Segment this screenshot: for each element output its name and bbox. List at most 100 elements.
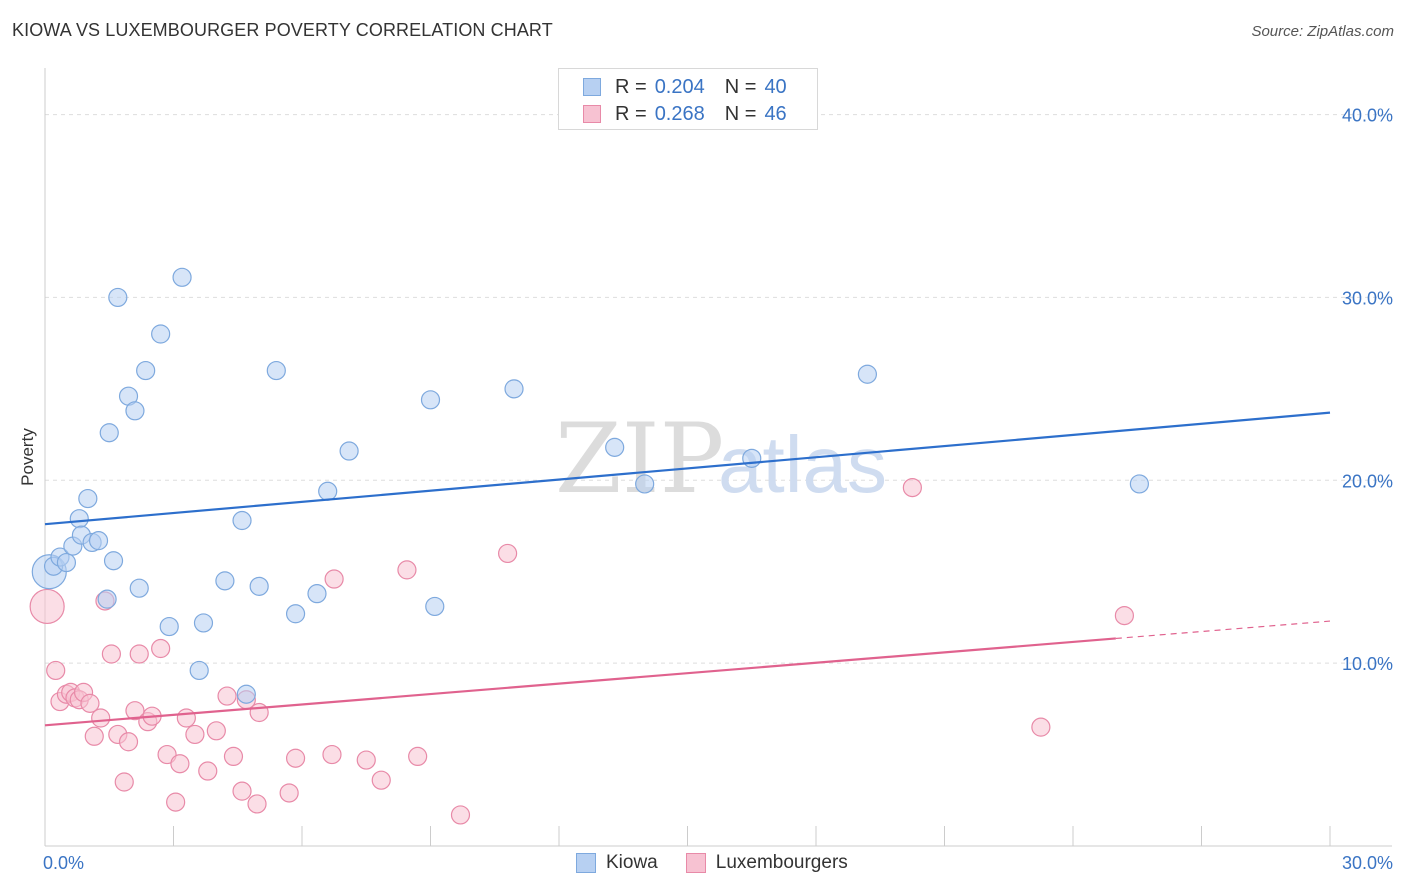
kiowa-point: [97, 589, 117, 609]
kiowa-point: [857, 364, 878, 384]
lux-point: [185, 724, 205, 745]
kiowa-point: [425, 596, 445, 617]
kiowa-n-label: N =: [724, 75, 757, 98]
y-tick-label: 40.0%: [1342, 106, 1393, 126]
lux-point: [279, 783, 299, 803]
lux-legend-swatch: [685, 853, 706, 873]
correlation-legend: R = 0.204 N = 40 R = 0.268 N = 46: [558, 68, 818, 130]
lux-point: [129, 644, 149, 664]
axes: [44, 68, 1392, 847]
kiowa-r-label: R =: [615, 75, 647, 98]
legend-item-lux[interactable]: Luxembourgers: [685, 852, 848, 874]
lux-swatch: [583, 105, 601, 123]
kiowa-legend-label: Kiowa: [606, 852, 658, 873]
lux-point: [285, 748, 306, 768]
source-label: Source: ZipAtlas.com: [1251, 23, 1394, 40]
kiowa-point: [108, 287, 128, 308]
kiowa-trend-line: [44, 411, 1331, 526]
x-tick-label: 30.0%: [1342, 853, 1393, 873]
kiowa-point: [136, 360, 156, 381]
y-axis-label: Poverty: [18, 428, 37, 486]
lux-point: [408, 746, 428, 767]
kiowa-point: [307, 584, 327, 604]
y-tick-label: 20.0%: [1342, 471, 1393, 491]
legend-item-kiowa[interactable]: Kiowa: [576, 852, 658, 874]
lux-trend-line-dashed: [1115, 620, 1331, 640]
lux-point: [356, 750, 376, 770]
lux-point: [91, 708, 111, 728]
lux-point: [223, 746, 244, 767]
y-tick-label: 10.0%: [1342, 654, 1393, 674]
lux-point: [125, 701, 145, 721]
lux-point: [371, 770, 391, 790]
lux-point: [80, 693, 100, 713]
lux-point: [217, 686, 237, 706]
lux-point: [247, 794, 267, 814]
y-tick-label: 30.0%: [1342, 288, 1393, 308]
lux-legend-label: Luxembourgers: [715, 852, 848, 873]
kiowa-point: [249, 576, 269, 596]
kiowa-point: [78, 488, 98, 509]
lux-point: [498, 543, 518, 564]
kiowa-n-value: 40: [764, 75, 787, 98]
watermark-zip: ZIP: [555, 403, 724, 515]
lux-point: [902, 478, 922, 498]
lux-point: [324, 569, 344, 589]
tick-labels: 10.0% 20.0% 30.0% 40.0% 0.0% 30.0%: [43, 106, 1393, 873]
kiowa-point: [742, 448, 762, 468]
kiowa-point: [99, 423, 119, 443]
kiowa-point: [56, 552, 77, 573]
lux-point: [170, 754, 190, 774]
lux-point: [166, 792, 186, 812]
lux-point: [322, 744, 342, 765]
kiowa-point: [318, 481, 338, 501]
trend-lines: [44, 411, 1331, 727]
kiowa-point: [232, 510, 252, 531]
kiowa-point: [215, 571, 235, 591]
lux-point: [176, 708, 196, 728]
kiowa-point: [605, 437, 625, 457]
kiowa-legend-swatch: [576, 853, 596, 873]
kiowa-point: [129, 578, 149, 598]
lux-point: [1114, 605, 1135, 626]
lux-n-value: 46: [764, 102, 787, 125]
kiowa-point: [151, 324, 171, 344]
kiowa-point: [189, 660, 209, 681]
lux-point: [46, 660, 66, 681]
lux-point: [29, 588, 65, 625]
lux-point: [1031, 717, 1051, 737]
lux-r-label: R =: [615, 102, 647, 125]
kiowa-point: [420, 390, 441, 410]
x-tick-label: 0.0%: [43, 853, 84, 873]
lux-point: [101, 644, 121, 664]
kiowa-point: [69, 509, 89, 529]
lux-r-value: 0.268: [654, 102, 705, 125]
lux-n-label: N =: [724, 102, 757, 125]
kiowa-points: [31, 267, 1149, 704]
lux-point: [198, 761, 218, 781]
lux-point: [206, 721, 226, 741]
kiowa-point: [504, 379, 524, 399]
lux-point: [118, 732, 139, 752]
kiowa-point: [339, 441, 359, 461]
kiowa-point: [635, 474, 655, 494]
kiowa-point: [266, 360, 286, 381]
lux-point: [397, 560, 417, 580]
lux-point: [151, 638, 171, 659]
kiowa-point: [1129, 474, 1149, 494]
series-legend: Kiowa Luxembourgers: [576, 852, 876, 874]
kiowa-r-value: 0.204: [654, 75, 705, 98]
kiowa-point: [125, 401, 145, 421]
grid-lines: [45, 114, 1392, 664]
lux-point: [249, 702, 269, 723]
kiowa-point: [172, 267, 192, 287]
legend-row-kiowa: R = 0.204 N = 40: [583, 75, 787, 99]
lux-point: [114, 772, 134, 792]
kiowa-point: [236, 684, 256, 704]
legend-row-lux: R = 0.268 N = 46: [583, 102, 787, 126]
lux-point: [232, 781, 252, 801]
lux-point: [450, 805, 471, 825]
kiowa-point: [159, 616, 179, 637]
chart-title: KIOWA VS LUXEMBOURGER POVERTY CORRELATIO…: [12, 20, 553, 40]
